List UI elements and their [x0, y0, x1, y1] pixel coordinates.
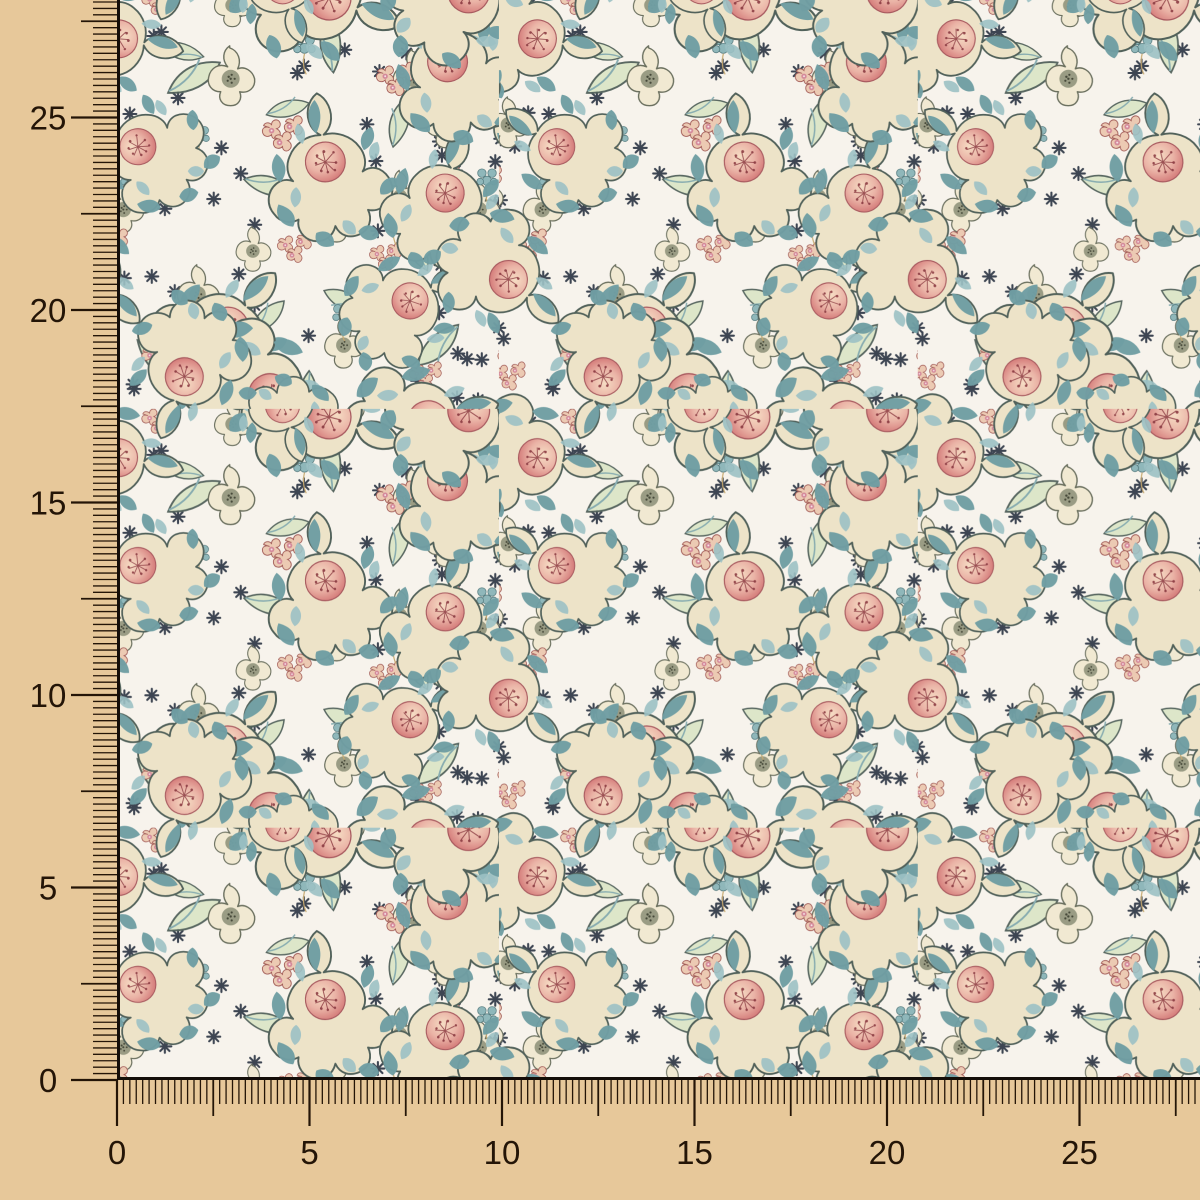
svg-text:15: 15	[676, 1134, 713, 1171]
svg-text:5: 5	[300, 1134, 318, 1171]
svg-text:25: 25	[30, 100, 67, 137]
svg-text:20: 20	[869, 1134, 906, 1171]
svg-text:0: 0	[108, 1134, 126, 1171]
svg-text:15: 15	[30, 485, 67, 522]
svg-text:5: 5	[39, 870, 57, 907]
svg-text:25: 25	[1061, 1134, 1098, 1171]
svg-text:10: 10	[30, 677, 67, 714]
svg-text:10: 10	[484, 1134, 521, 1171]
svg-text:20: 20	[30, 292, 67, 329]
svg-text:0: 0	[39, 1062, 57, 1099]
